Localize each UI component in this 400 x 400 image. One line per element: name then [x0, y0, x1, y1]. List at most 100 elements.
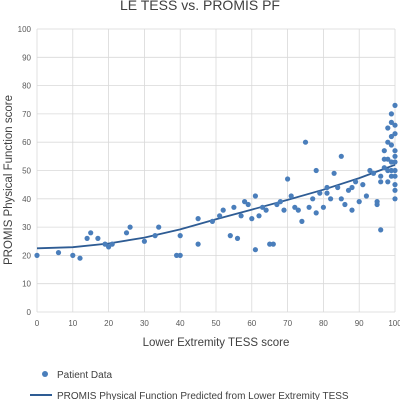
- legend-label-predicted: PROMIS Physical Function Predicted from …: [57, 391, 349, 400]
- data-point: [335, 184, 341, 191]
- data-point: [306, 204, 312, 210]
- data-point: [245, 201, 251, 208]
- data-point: [281, 207, 287, 213]
- legend: Patient Data PROMIS Physical Function Pr…: [30, 370, 349, 400]
- data-point: [392, 131, 398, 137]
- data-point: [328, 196, 334, 202]
- data-point: [385, 125, 391, 131]
- y-tick-label: 0: [27, 308, 32, 317]
- y-tick-label: 100: [18, 25, 32, 34]
- legend-label-patient-data: Patient Data: [57, 370, 112, 381]
- data-point: [324, 184, 330, 191]
- y-tick-label: 20: [22, 251, 31, 260]
- data-point: [392, 153, 398, 159]
- x-tick-label: 30: [140, 319, 149, 328]
- data-point: [123, 230, 130, 236]
- data-point: [392, 182, 398, 188]
- data-point: [392, 173, 398, 179]
- data-point: [385, 179, 391, 185]
- data-point: [378, 227, 384, 233]
- x-tick-label: 70: [283, 319, 292, 328]
- data-point: [320, 204, 326, 210]
- data-point: [102, 241, 108, 247]
- data-point: [363, 193, 369, 199]
- y-tick-label: 50: [22, 167, 31, 176]
- data-point: [345, 187, 352, 193]
- data-point: [388, 142, 394, 148]
- data-point: [220, 207, 226, 213]
- y-tick-label: 40: [22, 195, 31, 204]
- data-point: [388, 111, 394, 117]
- data-point: [252, 193, 258, 199]
- data-point: [267, 241, 273, 247]
- data-point: [77, 255, 83, 261]
- y-tick-label: 60: [22, 138, 31, 147]
- data-point: [378, 179, 384, 185]
- data-point: [349, 184, 355, 191]
- data-point: [331, 170, 337, 176]
- data-point: [317, 190, 323, 196]
- data-point: [374, 201, 380, 208]
- data-point: [385, 167, 391, 174]
- data-point: [381, 148, 387, 154]
- x-tick-label: 100: [388, 319, 400, 328]
- y-tick-label: 80: [22, 82, 31, 91]
- data-point: [388, 119, 394, 125]
- x-tick-label: 0: [35, 319, 40, 328]
- data-point: [55, 250, 62, 256]
- data-point: [356, 199, 362, 205]
- data-point: [392, 122, 398, 128]
- fit-curve-layer: [36, 163, 396, 250]
- data-point: [338, 196, 344, 202]
- y-tick-label: 70: [22, 110, 31, 119]
- x-axis-label: Lower Extremity TESS score: [143, 337, 290, 349]
- data-point: [285, 176, 291, 182]
- data-point: [34, 252, 40, 258]
- data-point: [127, 224, 133, 230]
- data-point: [156, 224, 162, 230]
- x-tick-label: 20: [104, 319, 113, 328]
- data-point: [392, 159, 398, 165]
- x-tick-label: 10: [68, 319, 77, 328]
- data-point: [195, 241, 201, 247]
- data-point: [227, 233, 233, 239]
- data-point: [234, 235, 241, 241]
- data-point: [310, 196, 316, 202]
- y-tick-label: 10: [22, 280, 31, 289]
- data-point: [256, 213, 262, 219]
- data-point: [174, 252, 180, 258]
- data-point: [385, 139, 391, 145]
- data-point: [313, 210, 319, 216]
- data-point: [238, 213, 244, 219]
- x-tick-label: 40: [176, 319, 185, 328]
- x-tick-label: 50: [212, 319, 221, 328]
- data-point: [338, 153, 344, 159]
- data-point: [392, 187, 398, 193]
- data-point: [392, 167, 398, 174]
- data-point: [177, 233, 183, 239]
- data-point: [381, 165, 387, 171]
- x-tick-label: 80: [319, 319, 328, 328]
- data-point: [360, 182, 366, 188]
- data-point: [392, 102, 398, 108]
- data-point: [388, 167, 394, 174]
- data-point: [252, 247, 258, 253]
- data-point: [152, 233, 158, 239]
- data-point: [263, 207, 269, 213]
- y-axis-label: PROMIS Physical Function score: [3, 95, 15, 265]
- data-point: [370, 170, 377, 176]
- data-point: [295, 207, 301, 213]
- data-point: [378, 173, 384, 179]
- data-point: [324, 190, 330, 196]
- data-point: [277, 199, 283, 205]
- data-point: [217, 213, 223, 219]
- y-tick-label: 30: [22, 223, 31, 232]
- data-point: [385, 156, 391, 162]
- data-point: [109, 241, 115, 247]
- chart-title: LE TESS vs. PROMIS PF: [120, 0, 280, 13]
- data-point: [288, 193, 294, 199]
- data-point: [392, 148, 398, 154]
- data-point: [106, 244, 112, 250]
- data-point: [392, 196, 398, 202]
